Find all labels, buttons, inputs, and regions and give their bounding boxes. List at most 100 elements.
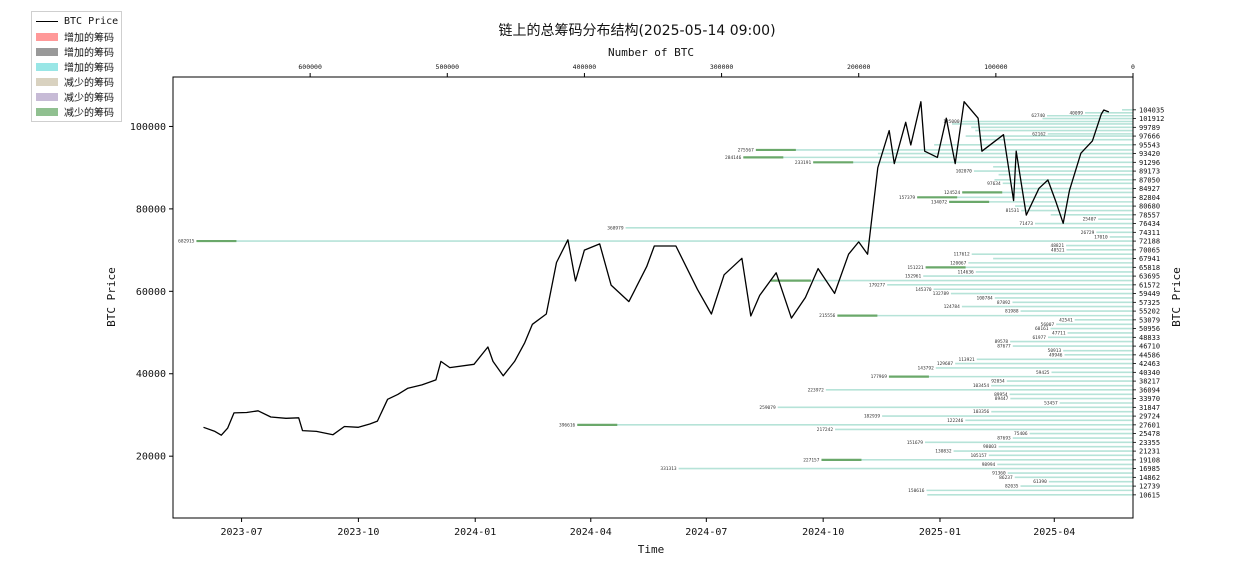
distribution-note: 124784: [944, 304, 961, 310]
top-tick-label: 500000: [436, 63, 460, 71]
distribution-bars: [196, 109, 1133, 496]
distribution-note: 122246: [947, 418, 964, 424]
right-tick-label: 27601: [1139, 421, 1160, 429]
distribution-note: 53457: [1044, 401, 1058, 407]
top-tick-label: 300000: [710, 63, 734, 71]
legend-item-add-red: 增加的筹码: [36, 29, 118, 44]
distribution-note: 17010: [1094, 234, 1108, 240]
right-tick-label: 65818: [1139, 264, 1160, 272]
distribution-note: 87677: [997, 344, 1011, 350]
x-tick-label: 2024-04: [570, 527, 612, 538]
top-tick-label: 200000: [847, 63, 871, 71]
distribution-note: 87892: [997, 300, 1011, 306]
distribution-note: 152961: [905, 274, 922, 280]
right-tick-label: 76434: [1139, 220, 1160, 228]
distribution-note: 71473: [1019, 221, 1033, 227]
distribution-note: 113921: [958, 357, 975, 363]
right-tick-label: 72188: [1139, 238, 1160, 246]
right-tick-label: 53079: [1139, 316, 1160, 324]
right-tick-label: 97666: [1139, 133, 1160, 141]
right-tick-label: 70065: [1139, 246, 1160, 254]
legend-swatch: [36, 107, 58, 116]
distribution-note: 177969: [871, 374, 888, 380]
distribution-note: 48521: [1051, 247, 1065, 253]
top-tick-label: 600000: [298, 63, 322, 71]
legend-item-btc-price: BTC Price: [36, 14, 118, 29]
right-tick-label: 93420: [1139, 150, 1160, 158]
distribution-note: 259079: [759, 405, 776, 411]
right-tick-label: 42463: [1139, 360, 1160, 368]
distribution-note: 62740: [1031, 113, 1045, 119]
distribution-note: 89578: [995, 339, 1009, 345]
right-tick-label: 84927: [1139, 185, 1160, 193]
right-tick-label: 63695: [1139, 273, 1160, 281]
right-tick-label: 104035: [1139, 106, 1164, 114]
distribution-note: 98003: [983, 444, 997, 450]
top-axis-label: Number of BTC: [608, 46, 694, 59]
x-tick-label: 2025-04: [1033, 527, 1075, 538]
distribution-note: 48821: [1050, 243, 1064, 249]
distribution-note: 25407: [1083, 217, 1097, 223]
distribution-note: 89447: [995, 396, 1009, 402]
distribution-note: 75406: [1014, 431, 1028, 437]
right-tick-label: 50956: [1139, 325, 1160, 333]
distribution-note: 103454: [973, 383, 990, 389]
x-tick-label: 2024-07: [685, 527, 727, 538]
distribution-note: 82035: [1005, 484, 1019, 490]
y-tick-label: 20000: [136, 452, 166, 463]
distribution-note: 182939: [864, 414, 881, 420]
right-tick-label: 74311: [1139, 229, 1160, 237]
distribution-note: 275567: [738, 147, 755, 153]
right-tick-label: 12739: [1139, 483, 1160, 491]
legend: BTC Price 增加的筹码 增加的筹码 增加的筹码 减少的筹码 减少的筹码 …: [31, 11, 122, 122]
right-tick-label: 87050: [1139, 176, 1160, 184]
axes: 2023-07 2023-10 2024-01 2024-04 2024-07 2024-…: [130, 63, 1164, 538]
legend-item-reduce-purple: 减少的筹码: [36, 89, 118, 104]
distribution-note: 233191: [795, 160, 812, 166]
legend-label: 增加的筹码: [64, 48, 114, 59]
distribution-note: 59425: [1036, 370, 1050, 376]
distribution-note: 47711: [1052, 330, 1066, 336]
distribution-note: 61390: [1033, 479, 1047, 485]
right-tick-label: 36094: [1139, 386, 1160, 394]
right-tick-label: 61572: [1139, 281, 1160, 289]
distribution-note: 151221: [907, 265, 924, 271]
distribution-note: 87693: [997, 436, 1011, 442]
y-tick-label: 80000: [136, 204, 166, 215]
right-tick-label: 31847: [1139, 404, 1160, 412]
distribution-note: 86237: [999, 475, 1013, 481]
right-tick-label: 78557: [1139, 211, 1160, 219]
y-tick-label: 100000: [130, 122, 166, 133]
distribution-note: 60161: [1035, 326, 1049, 332]
right-tick-label: 91296: [1139, 159, 1160, 167]
distribution-note: 81531: [1006, 208, 1020, 214]
top-tick-label: 0: [1131, 63, 1135, 71]
distribution-note: 100784: [977, 295, 994, 301]
distribution-note: 284146: [725, 155, 742, 161]
distribution-note: 682915: [178, 239, 195, 245]
distribution-note: 151679: [907, 440, 924, 446]
right-tick-label: 80680: [1139, 203, 1160, 211]
plot-frame: [172, 76, 1134, 519]
legend-swatch: [36, 47, 58, 56]
distribution-note: 331313: [660, 466, 677, 472]
legend-item-reduce-tan: 减少的筹码: [36, 74, 118, 89]
distribution-note: 89954: [994, 392, 1008, 398]
distribution-note: 217242: [817, 427, 834, 433]
price-series: [203, 101, 1110, 436]
right-tick-label: 16985: [1139, 465, 1160, 473]
right-tick-label: 82804: [1139, 194, 1160, 202]
x-axis-label: Time: [638, 543, 665, 556]
distribution-note: 125000: [943, 119, 960, 125]
distribution-note: 150616: [908, 488, 925, 494]
distribution-note: 103356: [973, 409, 990, 415]
distribution-note: 157379: [899, 195, 916, 201]
legend-label: 减少的筹码: [64, 78, 114, 89]
x-tick-label: 2023-07: [220, 527, 262, 538]
distribution-note: 124524: [944, 190, 961, 196]
distribution-note: 223972: [808, 387, 825, 393]
price-line: [203, 101, 1110, 436]
distribution-note: 61977: [1032, 335, 1046, 341]
right-tick-label: 89173: [1139, 168, 1160, 176]
